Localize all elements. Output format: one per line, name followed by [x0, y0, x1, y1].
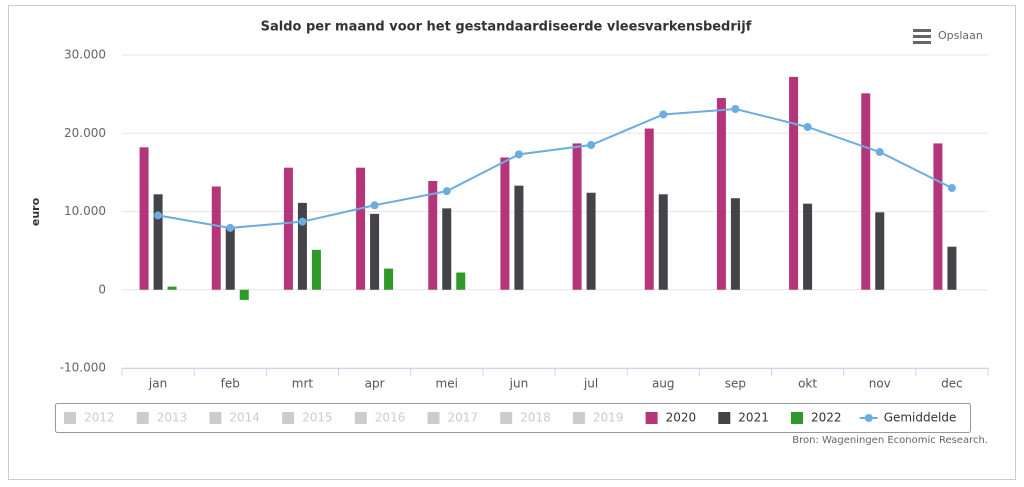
legend-symbol	[864, 414, 873, 422]
legend-symbol	[500, 412, 513, 424]
line-marker	[370, 201, 379, 210]
bar	[933, 143, 943, 290]
legend-symbol	[354, 412, 367, 424]
bar	[225, 227, 235, 290]
bar	[789, 76, 799, 290]
menu-icon	[913, 41, 931, 44]
x-tick-label: dec	[941, 377, 963, 391]
x-tick-label: jul	[583, 377, 598, 391]
x-tick-label: mei	[436, 377, 458, 391]
bar	[297, 202, 307, 290]
x-tick-label: jan	[148, 377, 167, 391]
x-tick-label: jun	[509, 377, 529, 391]
y-tick-label: 30.000	[64, 48, 106, 62]
legend-label[interactable]: 2020	[666, 411, 697, 425]
legend-box	[55, 403, 971, 433]
bar	[384, 268, 394, 290]
legend-symbol	[718, 412, 731, 424]
x-tick-label: sep	[725, 377, 746, 391]
line	[157, 107, 953, 229]
legend-label[interactable]: 2016	[375, 411, 406, 425]
bar	[658, 194, 668, 290]
line-marker	[442, 187, 451, 196]
legend-label[interactable]: 2019	[593, 411, 624, 425]
bar	[211, 186, 221, 290]
legend-label[interactable]: Gemiddelde	[884, 411, 957, 425]
legend-label[interactable]: 2018	[520, 411, 551, 425]
bar	[283, 167, 293, 290]
bar	[356, 167, 366, 290]
line-marker	[154, 211, 163, 220]
bar	[153, 194, 163, 290]
legend-label[interactable]: 2017	[448, 411, 479, 425]
bar	[456, 272, 466, 290]
legend-label[interactable]: 2022	[811, 411, 842, 425]
line-marker	[659, 110, 668, 119]
bar	[500, 157, 510, 290]
legend-label[interactable]: 2014	[229, 411, 260, 425]
legend-symbol	[282, 412, 295, 424]
bar	[572, 143, 582, 290]
bar	[139, 147, 149, 290]
bar	[311, 249, 321, 290]
line-marker	[298, 217, 307, 226]
bar	[442, 208, 452, 290]
bar	[716, 98, 726, 290]
legend-label[interactable]: 2015	[302, 411, 333, 425]
bar	[947, 246, 957, 290]
x-tick-label: mrt	[292, 377, 314, 391]
legend-symbol	[427, 412, 440, 424]
save-label[interactable]: Opslaan	[938, 29, 983, 42]
line-marker	[226, 223, 235, 232]
bar	[586, 192, 596, 290]
legend-symbol	[791, 412, 803, 424]
bar	[730, 198, 740, 290]
bar	[875, 212, 885, 290]
legend-label[interactable]: 2013	[157, 411, 188, 425]
y-tick-label: 10.000	[64, 204, 106, 218]
y-tick-label: -10.000	[60, 361, 106, 375]
x-tick-label: nov	[869, 377, 891, 391]
chart-title: Saldo per maand voor het gestandaardisee…	[261, 20, 752, 35]
line-marker	[803, 122, 812, 131]
x-tick-label: feb	[221, 377, 240, 391]
menu-icon	[913, 29, 931, 32]
bar	[239, 289, 249, 300]
x-tick-label: okt	[798, 377, 817, 391]
y-axis-label: euro	[29, 197, 42, 226]
legend-label[interactable]: 2012	[84, 411, 115, 425]
bar	[167, 286, 177, 290]
line-marker	[731, 104, 740, 113]
line-marker	[514, 150, 523, 159]
x-tick-label: apr	[365, 377, 385, 391]
y-tick-label: 20.000	[64, 126, 106, 140]
x-tick-label: aug	[652, 377, 675, 391]
legend-label[interactable]: 2021	[738, 411, 769, 425]
line-marker	[875, 148, 884, 157]
y-tick-label: 0	[98, 282, 106, 296]
bar	[861, 93, 871, 290]
frame	[8, 5, 1016, 480]
line-marker	[947, 184, 956, 193]
bar	[514, 185, 524, 290]
bar	[370, 213, 380, 290]
legend-symbol	[645, 412, 658, 424]
menu-icon	[913, 35, 931, 38]
bar	[644, 128, 654, 290]
save-button[interactable]: Opslaan	[913, 29, 983, 44]
legend-symbol	[209, 412, 222, 424]
legend-symbol	[64, 412, 76, 424]
line-marker	[587, 140, 596, 149]
source: Bron: Wageningen Economic Research.	[792, 435, 988, 446]
legend-symbol	[136, 412, 149, 424]
bar	[803, 203, 813, 290]
bar	[428, 180, 438, 290]
legend-symbol	[572, 412, 585, 424]
